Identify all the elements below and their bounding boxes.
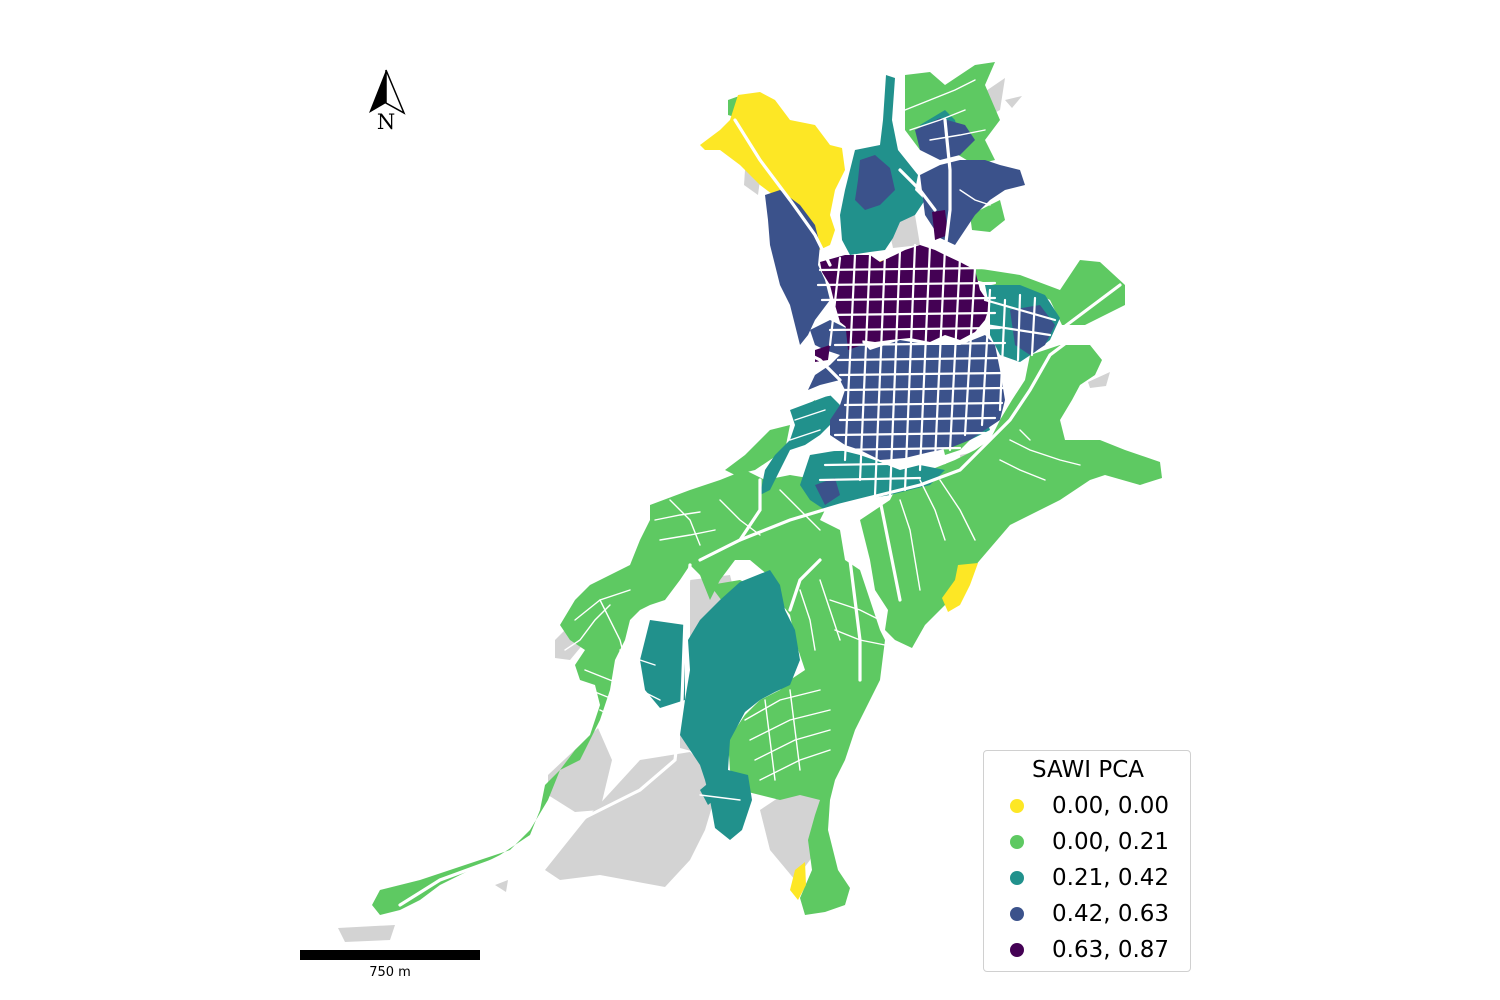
legend-item: 0.00, 0.21 [1010, 827, 1169, 857]
legend-swatch [1010, 907, 1024, 921]
scale-bar [300, 950, 480, 960]
legend-title: SAWI PCA [1031, 757, 1144, 783]
legend-label: 0.21, 0.42 [1052, 865, 1170, 891]
legend-label: 0.63, 0.87 [1052, 937, 1170, 963]
legend-label: 0.00, 0.21 [1052, 829, 1170, 855]
scale-bar-label: 750 m [369, 965, 411, 980]
legend-swatch [1010, 835, 1024, 849]
legend-label: 0.00, 0.00 [1052, 793, 1170, 819]
map-legend: SAWI PCA 0.00, 0.00 0.00, 0.21 0.21, 0.4… [983, 750, 1191, 972]
legend-item: 0.42, 0.63 [1010, 899, 1169, 929]
legend-item: 0.21, 0.42 [1010, 863, 1169, 893]
north-arrow-label: N [376, 110, 396, 134]
legend-label: 0.42, 0.63 [1052, 901, 1170, 927]
legend-item: 0.00, 0.00 [1010, 791, 1169, 821]
road-network [398, 79, 1122, 907]
legend-swatch [1010, 799, 1024, 813]
legend-item: 0.63, 0.87 [1010, 935, 1169, 965]
legend-swatch [1010, 943, 1024, 957]
legend-swatch [1010, 871, 1024, 885]
north-arrow-icon [369, 69, 406, 115]
